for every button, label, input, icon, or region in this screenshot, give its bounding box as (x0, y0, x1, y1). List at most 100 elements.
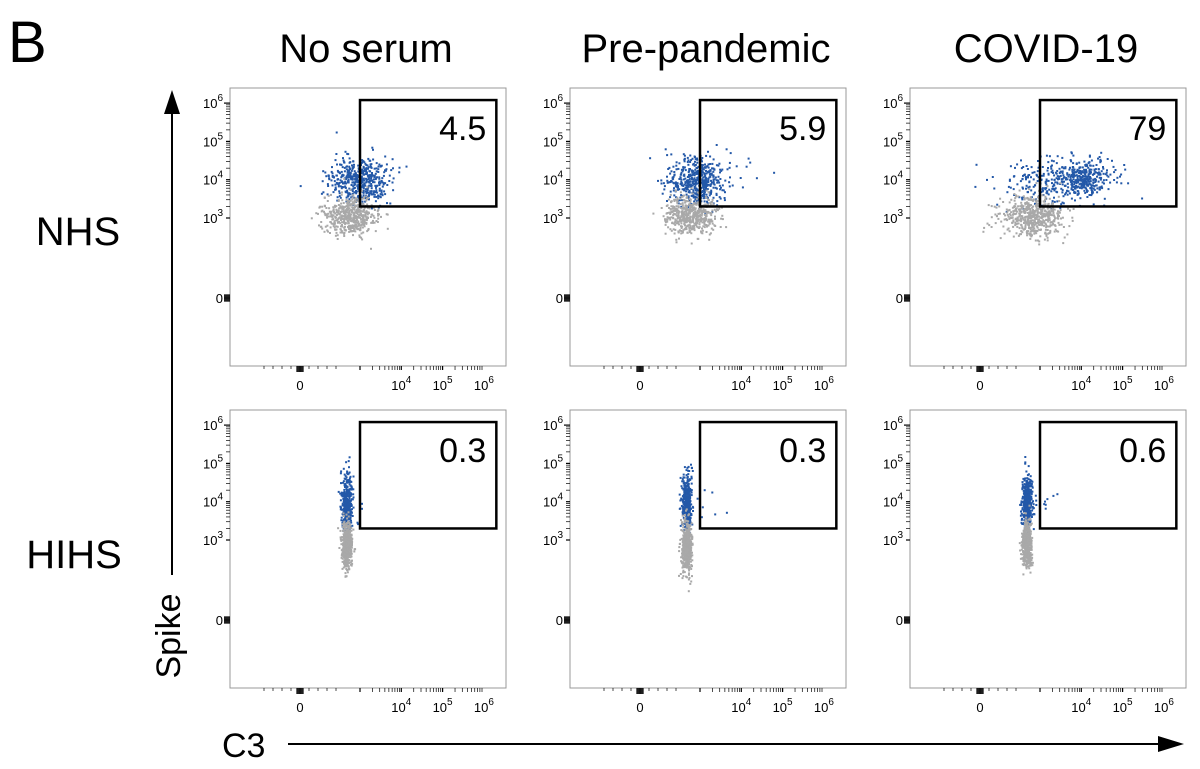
data-point (345, 532, 347, 534)
data-point (1124, 168, 1127, 171)
data-point (347, 549, 350, 552)
data-point (338, 207, 341, 210)
data-point (362, 209, 365, 211)
data-point (996, 214, 998, 217)
data-point (1083, 181, 1086, 184)
data-point (321, 180, 324, 183)
data-point (677, 202, 680, 205)
data-point (692, 195, 695, 198)
data-point (378, 163, 381, 166)
data-point (321, 227, 324, 230)
data-point (360, 196, 363, 199)
data-point (1051, 223, 1054, 226)
data-point (1053, 208, 1056, 211)
data-point (349, 218, 352, 221)
data-point (347, 511, 350, 514)
data-point (1020, 230, 1023, 233)
data-point (692, 203, 695, 206)
data-point (773, 171, 776, 174)
y-tick-label: 105 (203, 131, 223, 149)
data-point (352, 528, 355, 531)
data-point (690, 204, 693, 206)
data-point (713, 208, 716, 211)
data-point (1101, 181, 1104, 184)
data-point (670, 216, 673, 219)
data-point (362, 217, 365, 220)
data-point (1075, 185, 1078, 188)
data-point (704, 177, 707, 180)
data-point (715, 194, 718, 196)
y-tick-label: 103 (203, 530, 223, 548)
data-point (1010, 211, 1013, 214)
data-point (333, 226, 336, 229)
data-point (363, 184, 366, 187)
data-point (357, 186, 360, 189)
data-point (366, 216, 369, 219)
data-point (710, 214, 713, 217)
data-point (1068, 173, 1071, 176)
data-point (673, 209, 675, 212)
x-tick-label: 0 (636, 378, 643, 393)
data-point (1037, 160, 1039, 162)
data-point (1050, 224, 1053, 227)
data-point (674, 218, 677, 221)
scatter-points (337, 456, 363, 578)
data-point (344, 185, 347, 188)
data-point (380, 179, 383, 182)
data-point (687, 473, 690, 476)
data-point (1053, 230, 1056, 233)
row-header-hihs: HIHS (26, 533, 122, 577)
data-point (710, 181, 713, 184)
data-point (1048, 155, 1051, 158)
data-point (685, 188, 688, 191)
data-point (672, 205, 674, 208)
data-point (676, 185, 679, 188)
data-point (342, 525, 345, 528)
data-point (690, 176, 693, 179)
data-point (1018, 227, 1021, 230)
data-point (714, 225, 717, 227)
data-point (339, 492, 342, 495)
data-point (345, 558, 348, 561)
data-point (344, 562, 347, 565)
data-point (728, 161, 731, 164)
data-point (693, 200, 696, 203)
data-point (1013, 209, 1016, 212)
data-point (1032, 219, 1035, 222)
data-point (995, 206, 998, 209)
data-point (1064, 167, 1067, 170)
data-point (343, 501, 346, 504)
data-point (348, 483, 351, 486)
data-point (718, 181, 721, 184)
data-point (348, 171, 351, 174)
data-point (355, 192, 358, 195)
data-point (703, 213, 706, 216)
data-point (693, 227, 696, 230)
data-point (345, 505, 348, 508)
data-point (1127, 182, 1130, 185)
data-point (345, 513, 348, 516)
data-point (715, 164, 718, 167)
gate-percent-label: 4.5 (439, 110, 486, 148)
data-point (696, 211, 699, 213)
data-point (1020, 211, 1023, 214)
data-point (356, 221, 359, 224)
data-point (345, 200, 348, 203)
data-point (688, 220, 691, 223)
data-point (649, 157, 652, 160)
data-point (342, 186, 345, 189)
data-point (683, 494, 686, 497)
data-point (346, 551, 349, 554)
data-point (348, 193, 351, 196)
data-point (1069, 159, 1072, 162)
data-point (697, 165, 700, 168)
data-point (988, 224, 991, 227)
data-point (366, 203, 369, 206)
data-point (322, 170, 325, 173)
data-point (367, 191, 369, 194)
data-point (1032, 210, 1035, 213)
data-point (1022, 205, 1025, 208)
data-point (375, 176, 378, 179)
data-point (1065, 191, 1068, 194)
